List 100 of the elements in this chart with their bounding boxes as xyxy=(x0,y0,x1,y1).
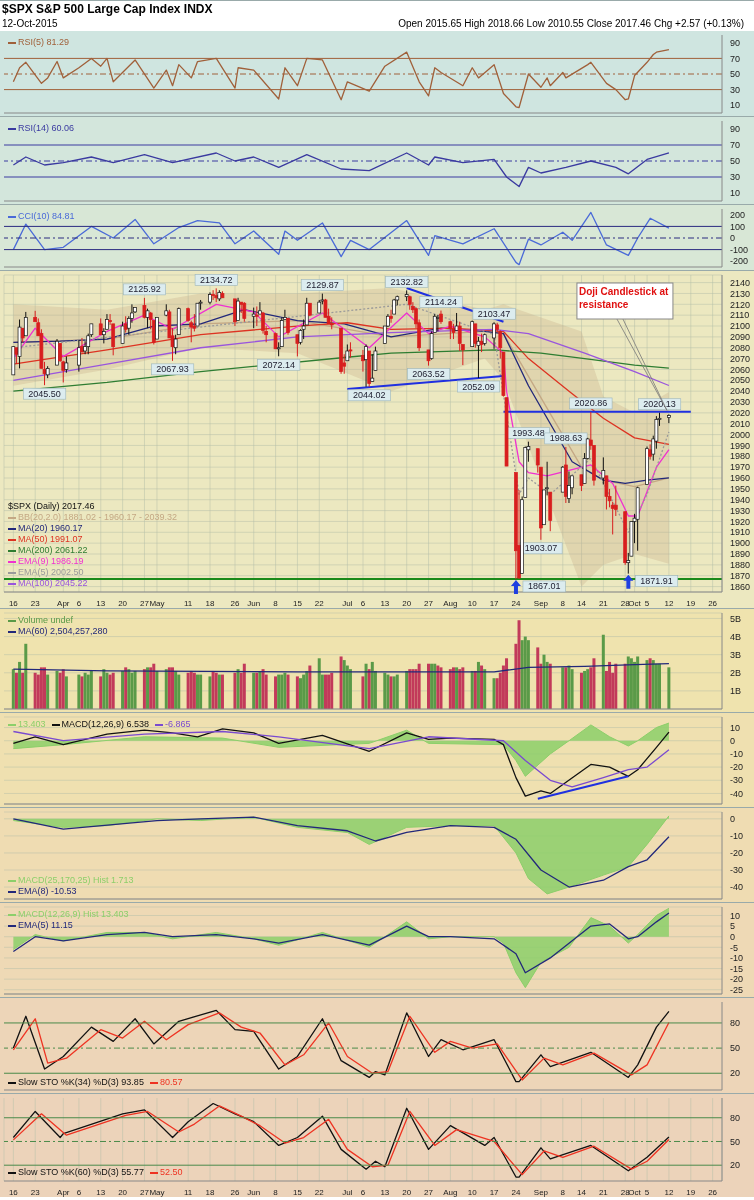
x-tick-label: 15 xyxy=(292,598,303,608)
y-tick-label: 1860 xyxy=(730,581,751,592)
chart-subtitle: 12-Oct-2015 xyxy=(2,18,58,29)
bar xyxy=(505,658,509,709)
annotation: 2044.02 xyxy=(352,390,386,401)
y-tick-label: 1990 xyxy=(730,440,751,451)
bar xyxy=(155,670,159,709)
bar xyxy=(614,663,618,709)
x-tick-label: 14 xyxy=(577,1187,587,1197)
y-tick-label: 1910 xyxy=(730,527,751,538)
bar xyxy=(667,667,671,709)
legend-title: $SPX (Daily) 2017.46 xyxy=(8,501,96,512)
x-tick-label: 27 xyxy=(424,598,434,608)
legend-label: 80.57 xyxy=(158,1077,183,1088)
candlestick xyxy=(389,309,393,324)
x-tick-label: 6 xyxy=(76,1187,82,1197)
y-tick-label: 1890 xyxy=(730,549,751,560)
x-tick-label: 8 xyxy=(560,1187,566,1197)
annotation: 2103.47 xyxy=(477,308,511,319)
x-tick-label: May xyxy=(149,1187,165,1197)
y-tick-label: 2060 xyxy=(730,364,751,375)
bar xyxy=(86,674,90,709)
x-tick-label: Jun xyxy=(247,1187,261,1197)
x-tick-label: 23 xyxy=(30,1187,41,1197)
x-tick-label: 20 xyxy=(402,1187,412,1197)
x-tick-label: 26 xyxy=(230,598,240,608)
y-tick-label: 50 xyxy=(730,1136,741,1147)
candlestick xyxy=(436,314,440,332)
candlestick xyxy=(23,311,28,337)
candlestick xyxy=(370,353,375,382)
y-tick-label: 1930 xyxy=(730,505,751,516)
x-tick-label: 27 xyxy=(140,1187,150,1197)
line-series xyxy=(12,912,670,974)
candlestick xyxy=(567,471,571,504)
bar xyxy=(295,676,299,709)
y-tick-label: -20 xyxy=(730,762,744,773)
x-tick-label: 13 xyxy=(380,1187,390,1197)
legend-label: MACD(12,26,9) 6.538 xyxy=(60,719,150,730)
y-tick-label: 1980 xyxy=(730,451,751,462)
text: Open 2015.65 High 2018.66 Low 2010.55 Close 2017.46 Chg +2.57 (+0.13%) xyxy=(398,18,744,29)
legend-label: MA(20) 1960.17 xyxy=(17,523,84,534)
y-tick-label: 1940 xyxy=(730,494,751,505)
legend-label: MA(60) 2,504,257,280 xyxy=(17,626,108,637)
y-tick-label: 90 xyxy=(730,124,741,135)
x-tick-label: Aug xyxy=(443,598,458,608)
bar xyxy=(367,669,371,709)
bar xyxy=(395,674,399,709)
bar xyxy=(383,672,387,709)
x-tick-label: 13 xyxy=(380,598,390,608)
candlestick xyxy=(601,456,606,486)
annotation: 2067.93 xyxy=(156,364,189,375)
x-tick-label: 17 xyxy=(489,598,500,608)
legend-label: EMA(5) 11.15 xyxy=(17,920,74,931)
candlestick xyxy=(55,338,59,366)
annotation: 2052.09 xyxy=(462,381,495,392)
annotation: 2063.52 xyxy=(412,369,445,380)
annotation: 2134.72 xyxy=(200,274,233,285)
y-tick-label: 5B xyxy=(730,613,742,624)
bar xyxy=(592,658,596,709)
bar xyxy=(342,660,346,709)
bar xyxy=(242,663,246,709)
legend-label: Volume undef xyxy=(17,615,75,626)
bar xyxy=(461,667,465,709)
y-tick-label: 100 xyxy=(730,221,746,232)
bar xyxy=(189,670,193,709)
x-tick-label: 20 xyxy=(118,1187,128,1197)
y-tick-label: 20 xyxy=(730,1068,741,1079)
bar xyxy=(83,672,87,709)
legend-label: EMA(9) 1986.19 xyxy=(17,556,85,567)
bar xyxy=(174,670,178,709)
bar xyxy=(61,669,65,709)
bar xyxy=(526,640,530,709)
x-tick-label: 15 xyxy=(292,1187,303,1197)
x-tick-label: 26 xyxy=(708,1187,718,1197)
x-tick-label: 6 xyxy=(360,1187,366,1197)
y-tick-label: 2030 xyxy=(730,397,751,408)
x-tick-label: 11 xyxy=(184,598,193,608)
bar xyxy=(601,634,605,709)
legend-label: BB(20,2.0) 1881.02 - 1960.17 - 2039.32 xyxy=(17,512,178,523)
x-tick-label: Jul xyxy=(342,598,353,608)
bar xyxy=(43,667,47,709)
legend-label: Slow STO %K(60) %D(3) 55.77 xyxy=(17,1167,144,1178)
bar xyxy=(439,667,443,709)
y-tick-label: 0 xyxy=(730,814,736,825)
x-tick-label: Aug xyxy=(443,1187,458,1197)
bar xyxy=(476,661,480,709)
bar xyxy=(523,636,527,709)
y-tick-label: 2120 xyxy=(730,299,751,310)
x-tick-label: Sep xyxy=(533,1187,549,1197)
x-tick-label: Jun xyxy=(247,598,261,608)
y-tick-label: 20 xyxy=(730,1160,741,1171)
annotation: 2072.14 xyxy=(262,359,295,370)
bar xyxy=(448,669,452,709)
y-tick-label: 1950 xyxy=(730,484,751,495)
y-tick-label: 1920 xyxy=(730,516,751,527)
annotation: 2114.24 xyxy=(425,297,457,308)
x-tick-label: Sep xyxy=(533,598,549,608)
y-tick-label: 1870 xyxy=(730,570,751,581)
y-tick-label: 50 xyxy=(730,156,741,167)
x-tick-label: 18 xyxy=(205,1187,216,1197)
